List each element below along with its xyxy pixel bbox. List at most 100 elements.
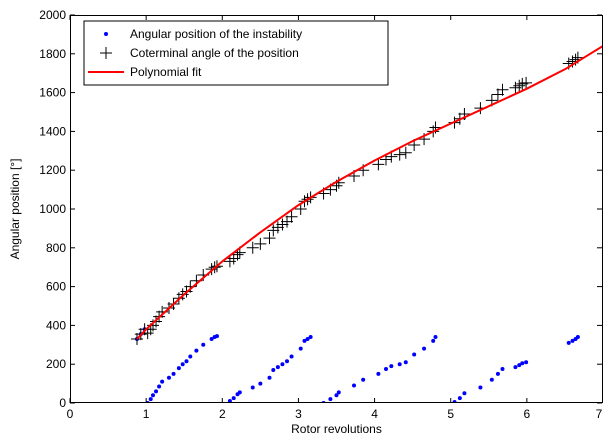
x-tick-label: 0 [67,407,74,421]
legend-box [83,20,389,86]
coterminal-point [205,263,218,276]
instability-point [150,393,155,398]
instability-point [188,354,193,359]
instability-point [462,391,467,396]
instability-point [433,335,438,340]
coterminal-point [271,221,284,234]
coterminal-point [372,158,385,171]
instability-point [422,346,427,351]
instability-point [478,385,483,390]
coterminal-point [263,232,276,245]
x-tick-label: 7 [596,407,603,421]
instability-point [166,375,171,380]
series-layer [131,45,603,403]
y-axis-label: Angular position [°] [8,159,22,260]
x-tick-label: 5 [447,407,454,421]
instability-point [280,362,285,367]
ticks-layer: 0 1 2 3 4 5 6 7 0 200 400 600 800 1000 1200 1400 1600 180… [39,8,603,421]
y-tick-label: 1400 [39,124,66,138]
instability-point [336,390,341,395]
legend: Angular position of the instability Coter… [83,20,389,86]
coterminal-point [276,218,289,231]
coterminal-point [246,241,259,254]
instability-point [250,385,255,390]
instability-point [403,360,408,365]
coterminal-point [294,203,307,215]
legend-marker-instability [104,32,108,36]
instability-point [352,383,357,388]
instability-point [302,338,307,343]
y-tick-label: 600 [46,280,66,294]
x-tick-label: 2 [219,407,226,421]
instability-point [457,396,462,401]
instability-point [520,361,525,366]
instability-point [575,335,580,340]
instability-point [214,334,219,339]
y-tick-label: 1600 [39,86,66,100]
y-tick-label: 800 [46,241,66,255]
instability-point [389,364,394,369]
legend-entry-label: Angular position of the instability [130,27,302,41]
instability-point [513,365,518,370]
coterminal-point [393,148,406,161]
instability-point [201,342,206,347]
instability-point [285,359,290,364]
coterminal-point [491,88,504,101]
instability-point [209,336,214,341]
instability-point [160,379,165,384]
legend-entry-label: Polynomial fit [130,65,202,79]
coterminal-point [254,237,267,250]
instability-point [334,393,339,398]
instability-point [397,362,402,367]
y-tick-label: 0 [59,396,66,410]
coterminal-point [496,83,509,96]
instability-point [328,397,333,402]
instability-point [231,396,236,401]
instability-point [566,340,571,345]
instability-point [275,365,280,370]
legend-items: Angular position of the instability Coter… [88,27,302,79]
coterminal-point [267,224,280,237]
instability-point [570,338,575,343]
y-tick-label: 1800 [39,47,66,61]
series-group [131,45,603,403]
instability-point [148,397,153,402]
instability-point [176,366,181,371]
coterminal-point [281,215,294,228]
instability-point [517,363,522,368]
instability-point [289,354,294,359]
instability-point [524,360,529,365]
instability-point [495,371,500,376]
y-tick-label: 1000 [39,202,66,216]
instability-point [258,381,263,386]
instability-point [154,389,159,394]
instability-point [489,377,494,382]
y-tick-label: 2000 [39,8,66,22]
instability-point [298,346,303,351]
coterminal-point [285,210,298,223]
x-tick-label: 6 [524,407,531,421]
y-tick-label: 1200 [39,163,66,177]
legend-marker-coterminal [100,47,112,59]
coterminal-point [520,76,533,89]
instability-point [383,367,388,372]
legend-entry-label: Coterminal angle of the position [130,46,299,60]
instability-point [305,336,310,341]
instability-point [361,377,366,382]
coterminal-point [513,79,526,92]
instability-point [271,368,276,373]
x-tick-label: 4 [371,407,378,421]
x-tick-label: 3 [295,407,302,421]
instability-point [412,352,417,357]
series-line-polynomial-fit [136,45,603,340]
instability-point [237,390,242,395]
instability-point [376,371,381,376]
instability-point [184,359,189,364]
instability-point [267,375,272,380]
y-tick-label: 200 [46,357,66,371]
y-tick-label: 400 [46,318,66,332]
instability-point [180,362,185,367]
x-axis-label: Rotor revolutions [291,422,382,436]
instability-point [500,367,505,372]
